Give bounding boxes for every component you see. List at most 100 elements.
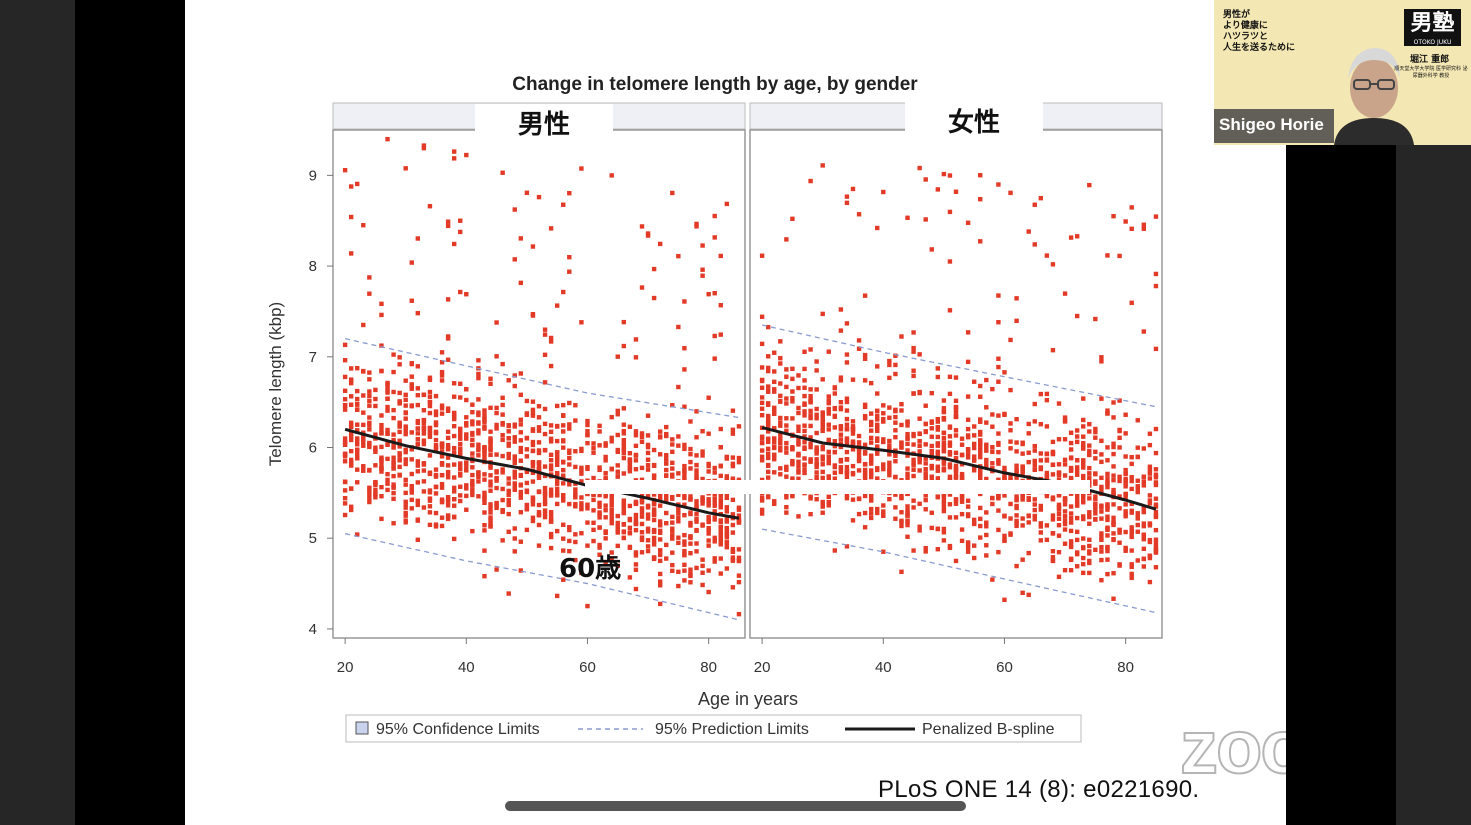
legend-label-prediction: 95% Prediction Limits — [655, 721, 809, 738]
data-point — [808, 444, 813, 450]
data-point — [978, 523, 983, 529]
data-point — [959, 436, 965, 441]
data-point — [409, 486, 414, 492]
data-point — [1117, 530, 1122, 535]
data-point — [670, 473, 675, 479]
data-point — [603, 503, 608, 508]
data-point — [415, 537, 421, 542]
data-point — [512, 549, 517, 554]
data-point — [627, 469, 633, 474]
data-point — [784, 384, 789, 390]
data-point — [421, 392, 427, 398]
data-point — [844, 416, 850, 422]
data-point — [1032, 513, 1037, 519]
data-point — [905, 522, 910, 528]
data-point — [367, 443, 372, 448]
data-point — [445, 497, 451, 502]
data-point — [941, 444, 947, 450]
data-point — [1026, 459, 1031, 465]
participant-video-tile[interactable]: 男性が より健康に ハツラツと 人生を送るために 男塾 OTOKO JUKU 堀… — [1214, 0, 1471, 145]
data-point — [512, 373, 517, 378]
data-point — [494, 452, 499, 457]
legend-swatch-confidence — [355, 721, 369, 735]
data-point — [433, 491, 439, 496]
data-point — [868, 461, 874, 466]
data-point — [367, 403, 372, 408]
data-point — [488, 473, 493, 478]
data-point — [917, 431, 922, 436]
data-point — [868, 380, 874, 386]
data-point — [470, 487, 475, 492]
data-point — [881, 189, 886, 195]
data-point — [875, 506, 880, 512]
data-point — [814, 387, 819, 392]
data-point — [1032, 507, 1037, 513]
data-point — [664, 494, 669, 499]
data-point — [657, 558, 663, 564]
data-point — [1081, 441, 1086, 446]
horizontal-scrollbar[interactable] — [505, 801, 966, 811]
data-point — [591, 445, 596, 451]
data-point — [1056, 574, 1062, 580]
data-point — [978, 454, 983, 460]
data-point — [1093, 479, 1098, 485]
data-point — [451, 241, 457, 247]
data-point — [421, 462, 427, 467]
data-point — [978, 383, 983, 389]
data-point — [645, 442, 651, 448]
data-point — [1062, 497, 1068, 503]
data-point — [567, 538, 572, 544]
data-point — [875, 225, 880, 231]
data-point — [694, 516, 699, 522]
data-point — [820, 510, 825, 515]
data-point — [367, 468, 372, 473]
data-point — [700, 476, 705, 482]
data-point — [397, 464, 402, 470]
data-point — [844, 440, 850, 446]
data-point — [506, 511, 511, 517]
data-point — [470, 442, 475, 448]
data-point — [965, 545, 971, 550]
data-point — [1105, 458, 1110, 463]
data-point — [947, 173, 953, 178]
data-point — [676, 508, 681, 513]
data-point — [881, 549, 886, 554]
data-point — [554, 593, 560, 599]
data-point — [1044, 451, 1050, 456]
data-point — [403, 431, 408, 437]
data-point — [573, 487, 578, 492]
data-point — [868, 458, 874, 463]
data-point — [778, 355, 783, 361]
data-point — [621, 471, 627, 476]
data-point — [1099, 544, 1104, 550]
data-point — [887, 472, 892, 478]
data-point — [1087, 537, 1092, 543]
data-point — [875, 438, 880, 444]
data-point — [759, 365, 765, 370]
data-point — [1081, 417, 1086, 423]
data-point — [415, 402, 421, 408]
data-point — [730, 463, 736, 469]
data-point — [512, 383, 517, 389]
data-point — [488, 523, 493, 529]
data-point — [959, 496, 965, 501]
data-point — [814, 470, 819, 475]
data-point — [965, 394, 971, 399]
prediction-lower-line-0 — [344, 533, 740, 621]
data-point — [391, 521, 396, 526]
data-point — [561, 289, 566, 295]
data-point — [978, 448, 983, 453]
data-point — [664, 497, 669, 503]
data-point — [524, 488, 530, 493]
data-point — [778, 361, 783, 366]
data-point — [1105, 476, 1110, 481]
data-point — [978, 429, 983, 435]
data-point — [784, 495, 789, 500]
data-point — [1123, 476, 1128, 482]
data-point — [409, 298, 414, 303]
data-point — [512, 536, 517, 541]
data-point — [772, 499, 777, 504]
data-point — [875, 510, 880, 516]
data-point — [391, 460, 396, 466]
data-point — [1099, 396, 1104, 401]
